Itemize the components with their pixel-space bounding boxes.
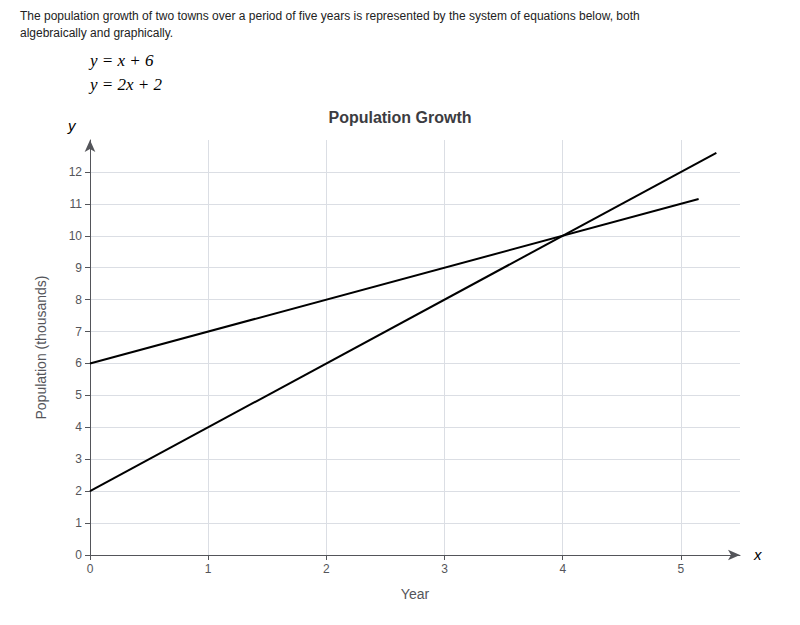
svg-text:The population growth of two t: The population growth of two towns over … — [20, 9, 640, 23]
svg-text:algebraically and graphically.: algebraically and graphically. — [20, 26, 173, 40]
svg-text:4: 4 — [559, 562, 566, 576]
svg-text:0: 0 — [75, 548, 82, 562]
svg-text:y = 2x + 2: y = 2x + 2 — [88, 75, 163, 94]
svg-text:2: 2 — [75, 484, 82, 498]
svg-text:y = x + 6: y = x + 6 — [88, 51, 154, 70]
svg-text:x: x — [753, 546, 762, 563]
svg-text:3: 3 — [75, 452, 82, 466]
svg-text:Population (thousands): Population (thousands) — [33, 276, 49, 420]
svg-text:1: 1 — [75, 516, 82, 530]
svg-text:y: y — [67, 117, 77, 134]
svg-text:5: 5 — [75, 388, 82, 402]
svg-text:1: 1 — [205, 562, 212, 576]
svg-text:10: 10 — [69, 229, 83, 243]
svg-text:11: 11 — [70, 197, 83, 211]
svg-text:12: 12 — [69, 165, 83, 179]
svg-text:6: 6 — [75, 356, 82, 370]
svg-text:2: 2 — [323, 562, 330, 576]
svg-text:Year: Year — [401, 586, 430, 602]
svg-text:9: 9 — [75, 261, 82, 275]
svg-text:7: 7 — [75, 325, 82, 339]
svg-text:8: 8 — [75, 293, 82, 307]
svg-text:5: 5 — [678, 562, 685, 576]
svg-text:Population Growth: Population Growth — [328, 109, 471, 126]
svg-text:4: 4 — [75, 420, 82, 434]
svg-text:0: 0 — [87, 562, 94, 576]
svg-text:3: 3 — [441, 562, 448, 576]
